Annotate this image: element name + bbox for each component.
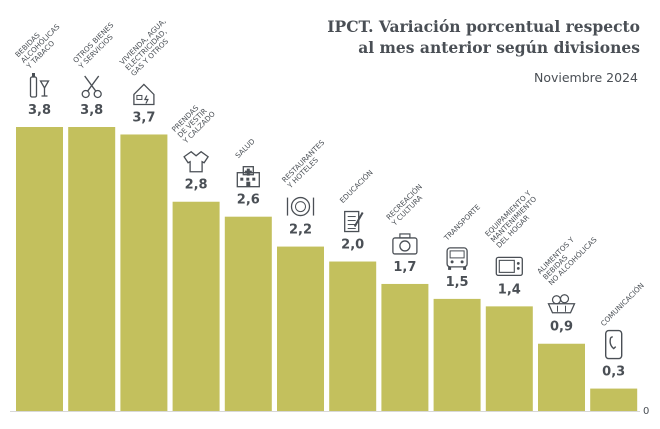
scissors-icon <box>81 75 102 99</box>
value-label: 1,4 <box>498 282 521 297</box>
microwave-icon <box>495 256 523 277</box>
category-label-line: EDUCACIÓN <box>338 168 375 205</box>
bar <box>68 127 116 411</box>
shirt-icon <box>183 150 209 173</box>
title-line-1: IPCT. Variación porcentual respecto <box>327 17 640 36</box>
house-bolt-icon <box>133 83 155 106</box>
bar <box>329 261 377 411</box>
bar <box>590 388 638 411</box>
bus-icon <box>446 247 468 270</box>
category-label: VIVIENDA, AGUA,ELECTRICIDAD,GAS Y OTROS <box>118 17 171 78</box>
basket-icon <box>547 294 576 314</box>
notebook-pencil-icon <box>344 210 364 233</box>
value-label: 1,5 <box>446 275 469 290</box>
value-label: 3,8 <box>80 103 103 118</box>
title-line-2: al mes anterior según divisiones <box>358 38 640 57</box>
bar <box>538 343 585 411</box>
category-label: TRANSPORTE <box>441 202 482 243</box>
bar <box>224 216 272 411</box>
category-label: COMUNICACIÓN <box>599 281 646 328</box>
plate-cutlery-icon <box>286 196 315 217</box>
category-label-line: SALUD <box>233 136 257 160</box>
bar <box>433 298 481 411</box>
hospital-icon <box>236 166 260 188</box>
bar <box>485 306 533 411</box>
category-label-line: TRANSPORTE <box>441 202 482 243</box>
bar <box>277 246 324 411</box>
bar <box>120 134 168 411</box>
zero-label: 0 <box>643 406 649 417</box>
bar <box>172 201 220 411</box>
value-label: 2,6 <box>237 193 260 208</box>
bottle-glass-icon <box>29 73 50 98</box>
value-label: 1,7 <box>393 260 416 275</box>
camera-icon <box>392 233 418 255</box>
value-label: 2,8 <box>185 178 208 193</box>
phone-icon <box>605 329 623 360</box>
category-label-line: COMUNICACIÓN <box>599 281 646 328</box>
value-label: 2,0 <box>341 238 364 253</box>
value-label: 0,3 <box>602 365 625 380</box>
value-label: 2,2 <box>289 223 312 238</box>
category-label: SALUD <box>233 136 257 160</box>
chart-title: IPCT. Variación porcentual respecto al m… <box>327 16 640 58</box>
value-label: 0,9 <box>550 320 573 335</box>
value-label: 3,7 <box>132 110 155 125</box>
category-label: EDUCACIÓN <box>338 168 375 205</box>
value-label: 3,8 <box>28 103 51 118</box>
chart-subtitle: Noviembre 2024 <box>533 70 638 85</box>
bar <box>16 127 63 411</box>
bar <box>381 283 429 411</box>
